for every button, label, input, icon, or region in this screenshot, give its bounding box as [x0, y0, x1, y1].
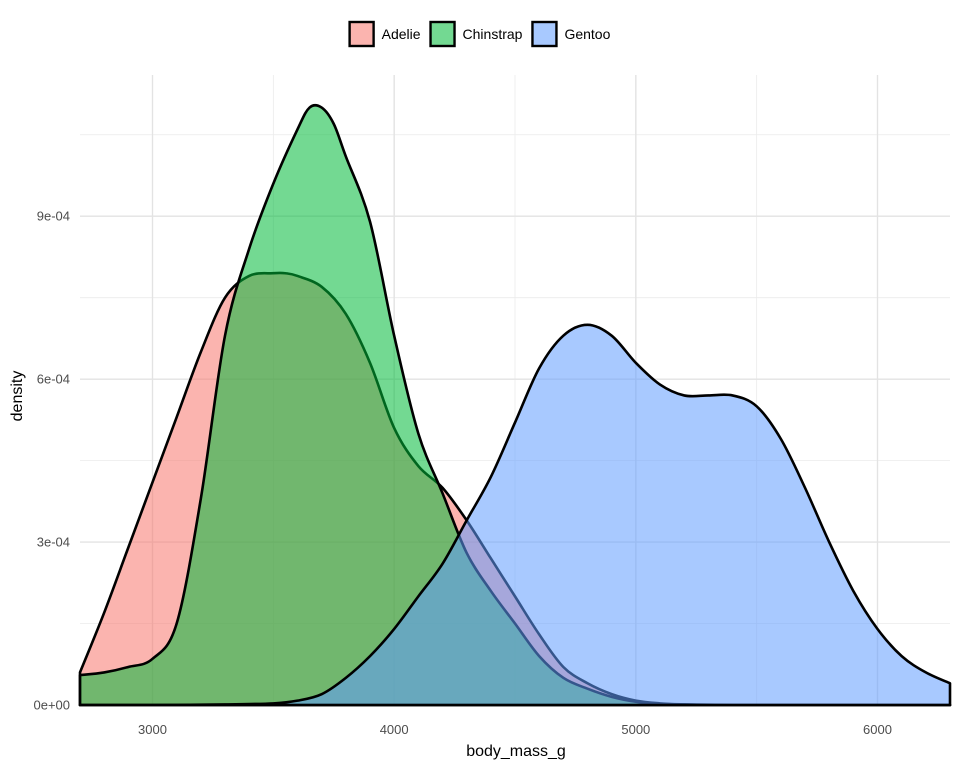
y-axis-title: density — [9, 371, 26, 422]
x-tick-label: 3000 — [138, 722, 167, 737]
legend-label-chinstrap: Chinstrap — [463, 26, 523, 42]
density-area-gentoo — [78, 323, 952, 707]
x-axis-title: body_mass_g — [466, 743, 566, 760]
density-areas — [78, 103, 952, 707]
legend: Adelie Chinstrap Gentoo — [348, 20, 611, 48]
legend-key-chinstrap — [429, 20, 456, 48]
y-tick-label: 6e-04 — [37, 372, 70, 387]
x-tick-label: 4000 — [380, 722, 409, 737]
x-tick-label: 5000 — [621, 722, 650, 737]
legend-label-gentoo: Gentoo — [564, 26, 610, 42]
y-tick-label: 9e-04 — [37, 209, 70, 224]
x-tick-label: 6000 — [863, 722, 892, 737]
legend-key-gentoo — [531, 20, 558, 48]
legend-label-adelie: Adelie — [382, 26, 421, 42]
legend-key-adelie — [348, 20, 375, 48]
y-tick-label: 3e-04 — [37, 535, 70, 550]
y-tick-label: 0e+00 — [33, 698, 70, 713]
tick-labels: 3000 4000 5000 6000 0e+00 3e-04 6e-04 9e-04 — [33, 209, 891, 737]
